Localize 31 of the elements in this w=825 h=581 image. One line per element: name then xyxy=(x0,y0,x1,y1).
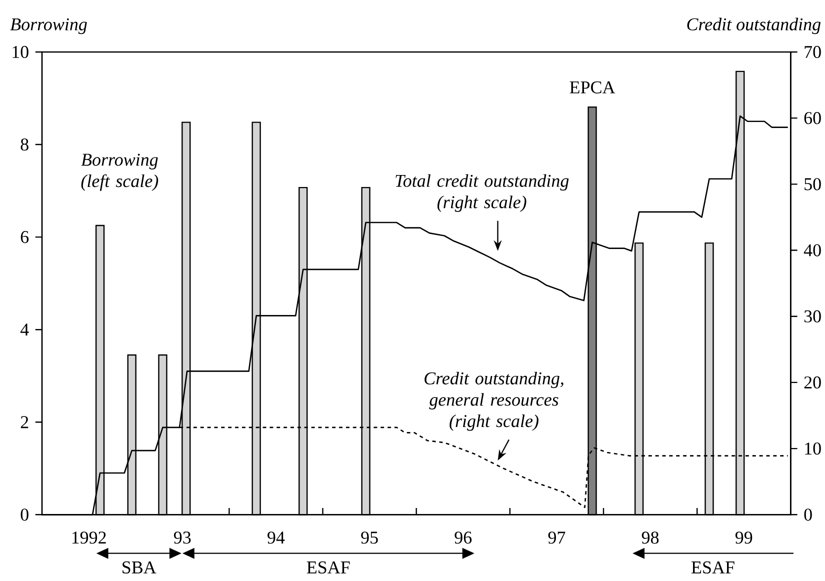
x-tick-label: 99 xyxy=(735,532,752,544)
y2-tick-label: 20 xyxy=(804,376,821,389)
y2-tick-label: 30 xyxy=(804,310,821,322)
y2-tick-label: 70 xyxy=(804,46,821,58)
y-tick-label: 4 xyxy=(20,324,29,336)
text: ESAF xyxy=(306,561,350,574)
y2-tick-label: 10 xyxy=(805,442,821,455)
y-tick-label: 2 xyxy=(20,416,28,428)
x-tick-label: 95 xyxy=(361,532,378,544)
x-tick-label: 96 xyxy=(454,532,472,544)
annotation: EPCA xyxy=(570,81,616,94)
y2-tick-label: 50 xyxy=(804,178,821,190)
series-label: Borrowing (left scale) xyxy=(81,154,158,191)
y-tick-label: 8 xyxy=(20,138,28,151)
y2-axis-title: Credit outstanding xyxy=(687,18,821,34)
y-tick-label: 6 xyxy=(20,231,29,244)
series-label: Total credit outstanding (right scale) xyxy=(396,174,569,212)
x-tick-label: 93 xyxy=(174,532,191,544)
y-axis-title: Borrowing xyxy=(10,18,87,34)
text: ESAF xyxy=(692,561,734,574)
text: SBA xyxy=(122,561,156,574)
x-tick-label: 98 xyxy=(642,532,659,544)
x-tick-label: 97 xyxy=(548,532,566,544)
series-label: Credit outstanding, general resources (right scale) xyxy=(424,372,564,431)
x-tick-label: 94 xyxy=(268,532,285,544)
y2-tick-label: 40 xyxy=(804,244,821,256)
y2-tick-label: 60 xyxy=(804,112,821,124)
x-tick-label: 1992 xyxy=(72,532,106,544)
y-tick-label: 0 xyxy=(20,508,28,521)
y-tick-label: 10 xyxy=(12,46,28,58)
y2-tick-label: 0 xyxy=(804,508,812,521)
